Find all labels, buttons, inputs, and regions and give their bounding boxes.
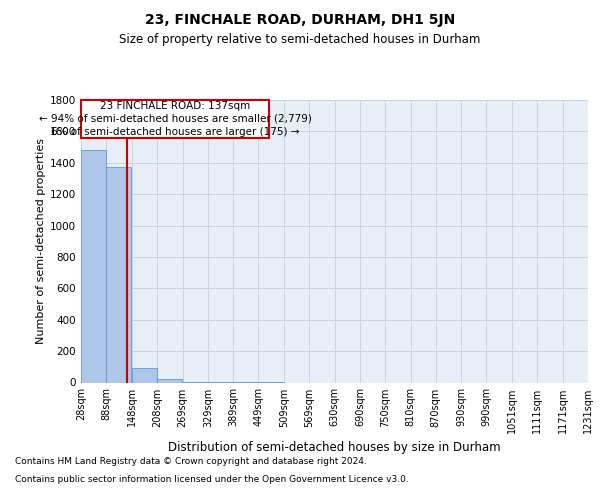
Bar <box>106 168 131 382</box>
Bar <box>157 378 182 382</box>
Text: 23, FINCHALE ROAD, DURHAM, DH1 5JN: 23, FINCHALE ROAD, DURHAM, DH1 5JN <box>145 13 455 27</box>
Bar <box>132 368 157 382</box>
Text: Contains HM Land Registry data © Crown copyright and database right 2024.: Contains HM Land Registry data © Crown c… <box>15 458 367 466</box>
Text: 23 FINCHALE ROAD: 137sqm
← 94% of semi-detached houses are smaller (2,779)
6% of: 23 FINCHALE ROAD: 137sqm ← 94% of semi-d… <box>39 100 312 137</box>
Bar <box>81 150 106 382</box>
Y-axis label: Number of semi-detached properties: Number of semi-detached properties <box>36 138 46 344</box>
FancyBboxPatch shape <box>82 100 269 138</box>
Text: Contains public sector information licensed under the Open Government Licence v3: Contains public sector information licen… <box>15 476 409 484</box>
Text: Size of property relative to semi-detached houses in Durham: Size of property relative to semi-detach… <box>119 32 481 46</box>
X-axis label: Distribution of semi-detached houses by size in Durham: Distribution of semi-detached houses by … <box>168 441 501 454</box>
